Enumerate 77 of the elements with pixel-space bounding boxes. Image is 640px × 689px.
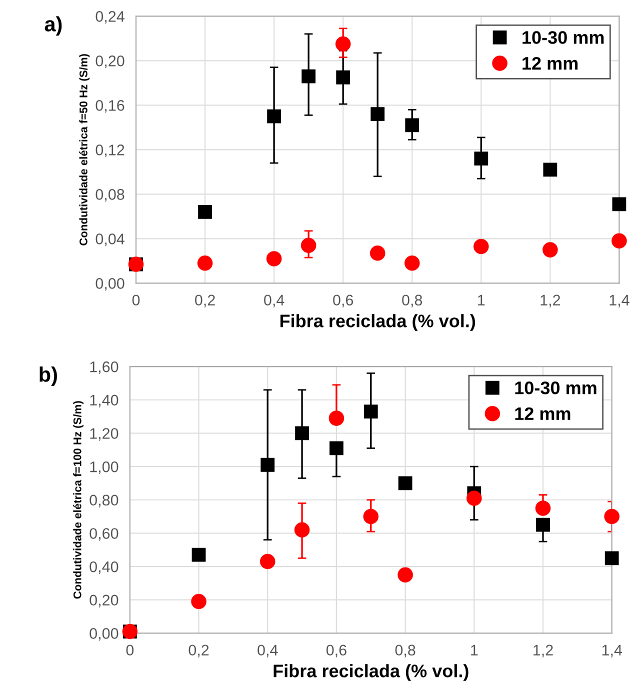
x-tick-label: 0,8: [395, 644, 416, 658]
y-tick-label: 0,40: [90, 561, 118, 574]
point: [604, 508, 620, 524]
x-tick-label: 1,4: [610, 294, 630, 308]
point: [295, 426, 309, 440]
point: [542, 242, 558, 258]
x-tick-label: 1: [478, 294, 485, 306]
y-tick-label: 1,40: [90, 394, 118, 408]
point: [370, 246, 386, 261]
point: [536, 518, 550, 532]
x-tick-label: 0,6: [333, 294, 354, 308]
x-tick-label: 0: [132, 294, 140, 306]
x-tick-label: 0,2: [195, 294, 215, 308]
x-tick-label: 0: [126, 644, 134, 656]
x-tick-label: 0,2: [188, 644, 209, 658]
y-tick-label: 0,20: [96, 56, 124, 68]
x-tick-label: 0,6: [326, 644, 346, 658]
x-axis-title: Fibra reciclada (% vol.): [274, 664, 468, 681]
text: a): [44, 16, 62, 36]
point: [300, 238, 316, 253]
y-tick-label: 0,24: [96, 11, 124, 24]
x-tick-label: 0,4: [264, 294, 284, 308]
point: [266, 251, 282, 266]
y-tick-label: 0,60: [90, 528, 118, 541]
y-tick-label: 0,08: [96, 189, 124, 202]
point: [404, 256, 420, 271]
point: [328, 410, 344, 426]
point: [474, 152, 488, 166]
x-tick-label: 1,2: [540, 294, 560, 308]
point: [363, 508, 379, 524]
point: [612, 197, 626, 212]
y-tick-label: 0,80: [90, 494, 118, 508]
y-tick-label: 0,00: [90, 628, 118, 641]
y-tick-label: 0,12: [96, 144, 124, 158]
x-tick-label: 1,4: [602, 644, 622, 658]
point: [612, 233, 627, 249]
point: [398, 567, 413, 582]
y-tick-label: 1,60: [90, 361, 118, 374]
point: [398, 476, 412, 490]
x-tick-label: 0,4: [258, 644, 278, 658]
point: [198, 205, 212, 219]
point: [294, 522, 310, 538]
y-tick-label: 0,04: [96, 234, 124, 246]
point: [336, 70, 350, 84]
y-tick-label: 1,00: [90, 461, 118, 474]
x-tick-label: 0,8: [402, 294, 422, 308]
point: [370, 107, 385, 122]
point: [466, 490, 482, 506]
x-axis-title: Fibra reciclada (% vol.): [280, 314, 476, 331]
legend-label: 12 mm: [515, 407, 570, 420]
point: [543, 162, 558, 177]
y-tick-label: 0,00: [96, 278, 124, 291]
y-tick-label: 1,20: [90, 428, 118, 441]
point: [267, 109, 281, 124]
point: [192, 548, 206, 562]
point: [260, 554, 276, 570]
point: [335, 36, 351, 52]
y-tick-label: 0,16: [96, 100, 124, 113]
point: [330, 441, 344, 456]
point: [191, 594, 206, 610]
y-axis-title: Condutividade elétrica f=50 Hz (S/m): [79, 54, 90, 246]
point: [260, 458, 275, 472]
y-tick-label: 0,20: [90, 594, 118, 608]
point: [302, 69, 316, 84]
point: [197, 256, 213, 271]
y-axis-title: Condutividade elétrica f=100 Hz (S/m): [73, 401, 84, 599]
point: [474, 238, 489, 254]
point: [405, 118, 420, 132]
point: [535, 500, 551, 516]
legend-label: 12 mm: [522, 56, 578, 70]
legend-label: 10-30 mm: [522, 31, 604, 44]
x-tick-label: 1: [471, 644, 478, 656]
point: [364, 404, 378, 418]
legend-label: 10-30 mm: [515, 381, 596, 394]
x-tick-label: 1,2: [534, 644, 553, 658]
point: [604, 551, 619, 566]
text: b): [40, 366, 57, 386]
